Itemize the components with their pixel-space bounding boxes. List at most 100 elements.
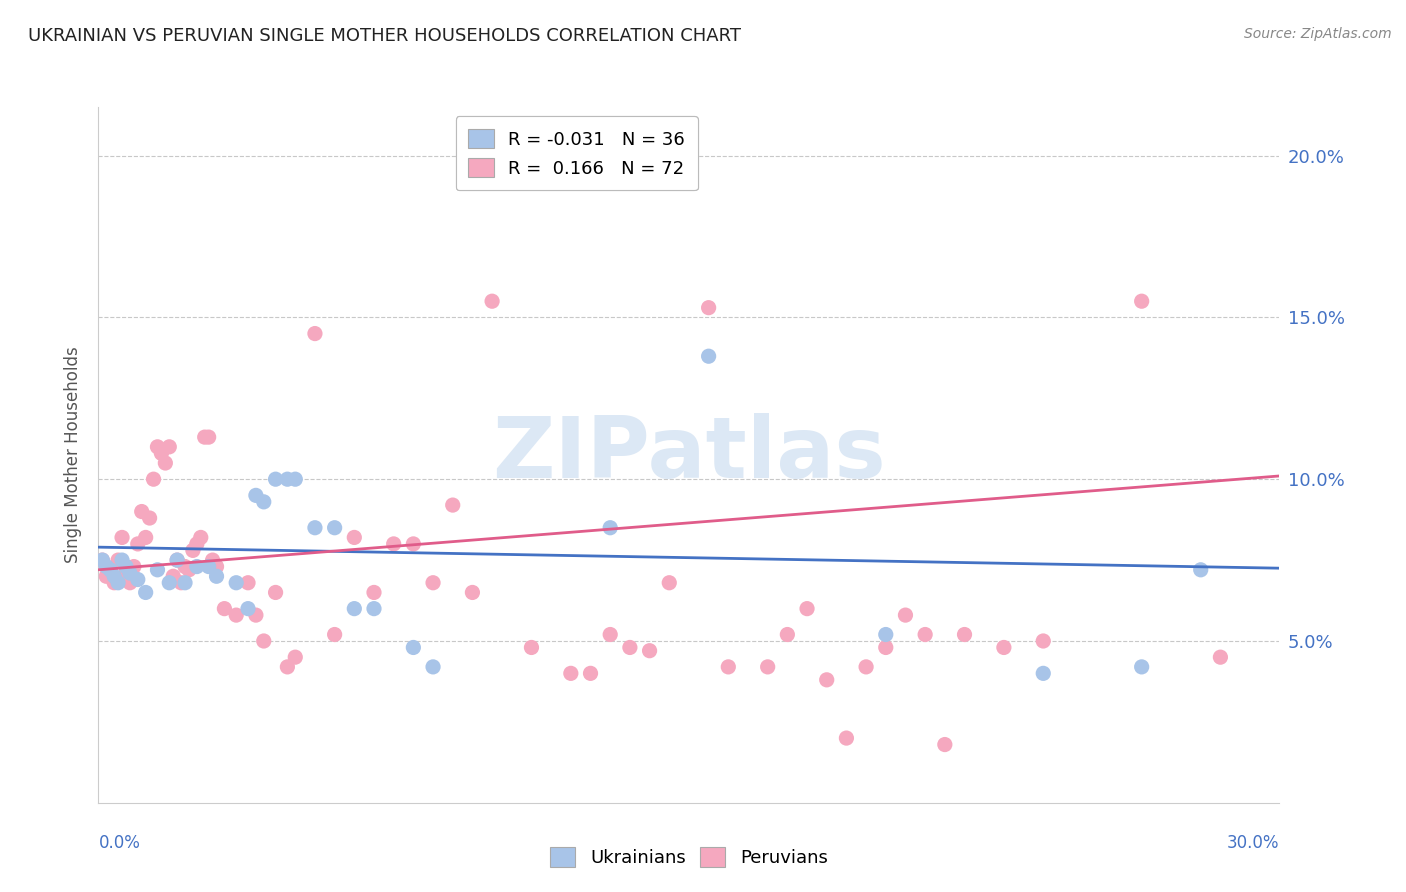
Point: [422, 575, 444, 590]
Point: [111, 531, 134, 545]
Point: [162, 569, 184, 583]
Point: [96, 559, 118, 574]
Point: [91, 553, 114, 567]
Point: [264, 585, 287, 599]
Point: [276, 660, 298, 674]
Point: [579, 666, 602, 681]
Point: [245, 608, 267, 623]
Point: [276, 472, 298, 486]
Point: [323, 521, 346, 535]
Point: [194, 430, 217, 444]
Point: [150, 446, 173, 460]
Point: [323, 627, 346, 641]
Point: [174, 575, 197, 590]
Y-axis label: Single Mother Households: Single Mother Households: [65, 347, 83, 563]
Point: [107, 575, 129, 590]
Point: [914, 627, 936, 641]
Point: [1189, 563, 1212, 577]
Point: [343, 601, 366, 615]
Point: [1130, 660, 1153, 674]
Point: [131, 504, 153, 518]
Point: [402, 537, 425, 551]
Point: [157, 575, 180, 590]
Point: [127, 537, 149, 551]
Point: [855, 660, 877, 674]
Point: [953, 627, 976, 641]
Text: Source: ZipAtlas.com: Source: ZipAtlas.com: [1244, 27, 1392, 41]
Point: [166, 553, 188, 567]
Point: [422, 660, 444, 674]
Legend: R = -0.031   N = 36, R =  0.166   N = 72: R = -0.031 N = 36, R = 0.166 N = 72: [456, 116, 697, 190]
Point: [1032, 666, 1054, 681]
Point: [1130, 294, 1153, 309]
Point: [91, 553, 114, 567]
Point: [441, 498, 464, 512]
Point: [363, 585, 385, 599]
Point: [177, 563, 200, 577]
Point: [98, 563, 121, 577]
Point: [796, 601, 818, 615]
Point: [205, 559, 228, 574]
Point: [461, 585, 484, 599]
Point: [127, 573, 149, 587]
Point: [197, 430, 219, 444]
Point: [756, 660, 779, 674]
Point: [875, 640, 897, 655]
Point: [201, 553, 224, 567]
Point: [122, 559, 145, 574]
Point: [481, 294, 503, 309]
Point: [197, 559, 219, 574]
Point: [214, 601, 236, 615]
Point: [225, 608, 247, 623]
Point: [146, 563, 169, 577]
Point: [166, 553, 188, 567]
Point: [138, 511, 160, 525]
Point: [186, 559, 208, 574]
Point: [264, 472, 287, 486]
Point: [697, 349, 720, 363]
Point: [894, 608, 917, 623]
Point: [236, 575, 259, 590]
Point: [118, 566, 141, 580]
Point: [599, 627, 621, 641]
Point: [190, 531, 212, 545]
Point: [993, 640, 1015, 655]
Point: [343, 531, 366, 545]
Point: [115, 566, 138, 580]
Point: [284, 650, 307, 665]
Point: [236, 601, 259, 615]
Text: 30.0%: 30.0%: [1227, 834, 1279, 852]
Point: [835, 731, 858, 745]
Point: [520, 640, 543, 655]
Point: [658, 575, 681, 590]
Point: [560, 666, 582, 681]
Legend: Ukrainians, Peruvians: Ukrainians, Peruvians: [543, 839, 835, 874]
Point: [1209, 650, 1232, 665]
Point: [142, 472, 165, 486]
Point: [619, 640, 641, 655]
Point: [118, 575, 141, 590]
Point: [135, 585, 157, 599]
Point: [1032, 634, 1054, 648]
Point: [382, 537, 405, 551]
Point: [170, 575, 193, 590]
Point: [115, 559, 138, 574]
Point: [186, 537, 208, 551]
Point: [155, 456, 177, 470]
Point: [402, 640, 425, 655]
Text: ZIPatlas: ZIPatlas: [492, 413, 886, 497]
Point: [253, 495, 276, 509]
Point: [875, 627, 897, 641]
Point: [157, 440, 180, 454]
Point: [776, 627, 799, 641]
Point: [815, 673, 838, 687]
Point: [599, 521, 621, 535]
Point: [253, 634, 276, 648]
Point: [107, 553, 129, 567]
Point: [284, 472, 307, 486]
Point: [717, 660, 740, 674]
Point: [146, 440, 169, 454]
Point: [245, 488, 267, 502]
Point: [111, 553, 134, 567]
Point: [304, 326, 326, 341]
